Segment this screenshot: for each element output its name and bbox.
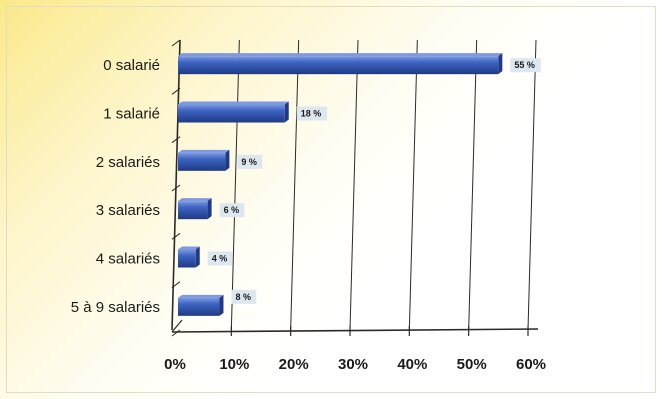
bars <box>178 53 503 316</box>
data-label: 8 % <box>235 292 251 302</box>
y-band-tick <box>171 329 181 337</box>
bar-end-face <box>498 53 503 75</box>
x-tick-label: 60% <box>516 356 546 373</box>
bar-top-face <box>178 101 289 105</box>
bar-end-face <box>207 198 212 220</box>
chart-frame <box>6 6 656 393</box>
grid-line-0 <box>171 39 181 331</box>
bar <box>178 297 220 316</box>
labels: 0% 10% 20% 30% 40% 50% 60% 0 salarié 55 % 1 salar… <box>71 57 546 373</box>
grid-line-20 <box>290 39 300 331</box>
bar <box>178 152 226 171</box>
bar <box>178 104 285 123</box>
y-band-tick <box>171 136 181 144</box>
grid-line-40 <box>408 39 418 331</box>
bar-end-face <box>225 149 230 171</box>
data-label-box <box>207 251 233 266</box>
bar <box>178 56 499 75</box>
y-band-tick <box>171 39 181 47</box>
data-label-box <box>237 154 263 169</box>
data-label-box <box>231 289 257 304</box>
category-label: 4 salariés <box>96 251 160 268</box>
grid-line-30 <box>349 39 359 331</box>
bar-top-face <box>178 294 224 298</box>
bar-end-face <box>195 246 200 268</box>
bar-top-face <box>178 246 200 250</box>
bar-end-face <box>219 294 224 316</box>
grid-line-60 <box>527 39 537 331</box>
data-label-box <box>219 203 245 218</box>
category-label: 5 à 9 salariés <box>71 299 160 316</box>
data-label: 9 % <box>241 157 257 167</box>
grid-lines <box>171 39 537 331</box>
bar-top-face <box>178 149 230 153</box>
data-label-box <box>296 106 328 121</box>
category-label: 0 salarié <box>103 57 160 74</box>
category-label: 2 salariés <box>96 154 160 171</box>
data-label: 4 % <box>212 254 228 264</box>
bar <box>178 201 208 220</box>
bar <box>178 249 196 268</box>
x-tick-label: 0% <box>164 356 186 373</box>
y-band-tick <box>171 232 181 240</box>
data-label: 6 % <box>224 205 240 215</box>
grid-line-50 <box>468 39 478 331</box>
data-label: 18 % <box>301 109 322 119</box>
data-label: 55 % <box>514 60 535 70</box>
grid-line-10 <box>230 39 240 331</box>
x-axis-line <box>171 328 539 333</box>
axes <box>171 39 539 337</box>
category-label: 3 salariés <box>96 202 160 219</box>
category-label: 1 salarié <box>103 106 160 123</box>
bar-top-face <box>178 198 212 202</box>
data-label-box <box>510 58 541 73</box>
x-tick-label: 40% <box>397 356 427 373</box>
bar-top-face <box>178 53 503 57</box>
bar-end-face <box>284 101 289 123</box>
x-tick-label: 30% <box>338 356 368 373</box>
y-band-tick <box>171 184 181 192</box>
x-tick-label: 50% <box>457 356 487 373</box>
y-band-tick <box>171 87 181 95</box>
x-tick-label: 20% <box>279 356 309 373</box>
y-band-tick <box>171 281 181 289</box>
axis-depth-line <box>171 319 183 333</box>
x-tick-label: 10% <box>219 356 249 373</box>
